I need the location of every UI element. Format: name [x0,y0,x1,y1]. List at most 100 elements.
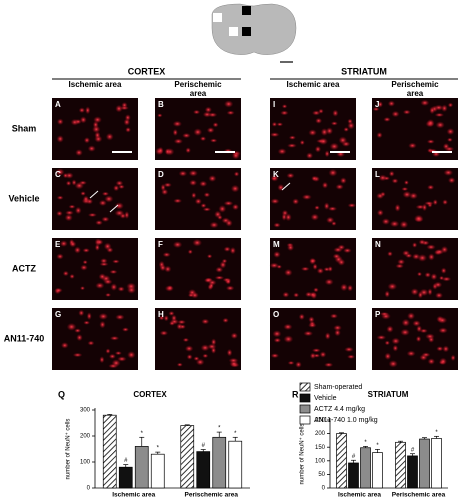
cell [343,247,352,254]
cell [283,323,293,331]
cell [226,348,233,357]
cell [56,135,64,143]
cell [218,204,227,213]
cell [172,120,183,127]
cell [377,101,384,108]
cell [110,283,118,291]
cell [173,198,183,204]
cell [301,194,312,200]
area-header: Perischemic area [391,80,439,98]
cell [202,353,209,359]
cell [59,240,68,247]
cell [281,213,287,221]
cell [231,151,240,160]
cell [103,278,113,285]
cell [340,283,348,292]
cell [182,337,190,343]
cell [338,136,348,145]
cell [78,309,85,317]
y-tick-label: 200 [80,434,91,440]
cell [74,328,82,333]
cell [179,324,186,330]
cell [94,131,101,139]
cell [426,139,435,144]
cell [281,104,288,109]
brain-section [211,3,297,63]
cell [447,177,456,184]
significance-label: * [157,446,160,452]
region-header: CORTEX [128,66,166,76]
bar [134,446,149,489]
cell [413,214,424,223]
significance-label: * [234,431,237,437]
bar [102,414,117,489]
cell [417,291,424,299]
row-label: AN11-740 [4,333,45,343]
micrograph: N [372,238,458,300]
cell [191,192,197,199]
cell [333,324,342,331]
significance-label: # [202,443,206,449]
cell [157,146,164,155]
cell [412,242,418,248]
y-tick-label: 300 [80,408,91,414]
cell [376,334,387,340]
bar [431,438,442,489]
significance-label: # [411,447,415,453]
cell [402,190,412,199]
legend-swatch [299,404,311,414]
cell [269,262,280,269]
cell [79,286,86,291]
cell [78,107,86,114]
micrograph: O [270,308,356,370]
cell [310,213,320,221]
bar [180,425,195,489]
cell [403,180,409,186]
cell [276,122,284,127]
y-tick-label: 0 [87,486,91,492]
cell [104,195,114,203]
cell [86,312,92,321]
cell [270,353,280,359]
cell [73,246,82,254]
cell [76,333,83,342]
cell [159,330,169,336]
cell [282,291,290,298]
panel-letter: P [375,310,381,319]
cell [284,268,293,277]
cell [450,354,456,362]
cell [95,239,104,246]
cell [327,206,338,212]
significance-label: * [218,426,221,432]
cell [287,360,295,365]
y-axis-label: number of NeuN⁺ cells [299,424,306,485]
cell [286,172,295,179]
cell [324,278,334,286]
cell [376,131,383,139]
bar [212,436,227,489]
cell [186,354,193,360]
cell [193,128,203,136]
cell [381,218,391,225]
cell [65,210,74,216]
cell [313,287,319,293]
cell [209,221,219,229]
cell [85,106,91,115]
cell [400,328,410,336]
cell [55,168,65,176]
cell [446,128,455,136]
bar [419,438,430,489]
cell [427,358,436,365]
significance-label: * [364,440,367,446]
micrograph: K [270,168,357,230]
cell [189,179,198,186]
cell [314,145,322,153]
cell [327,266,333,272]
cell [427,288,433,296]
bar [150,453,165,489]
cell [305,291,313,298]
cell [177,319,186,325]
micrograph: I [269,98,356,160]
cell [379,311,390,316]
